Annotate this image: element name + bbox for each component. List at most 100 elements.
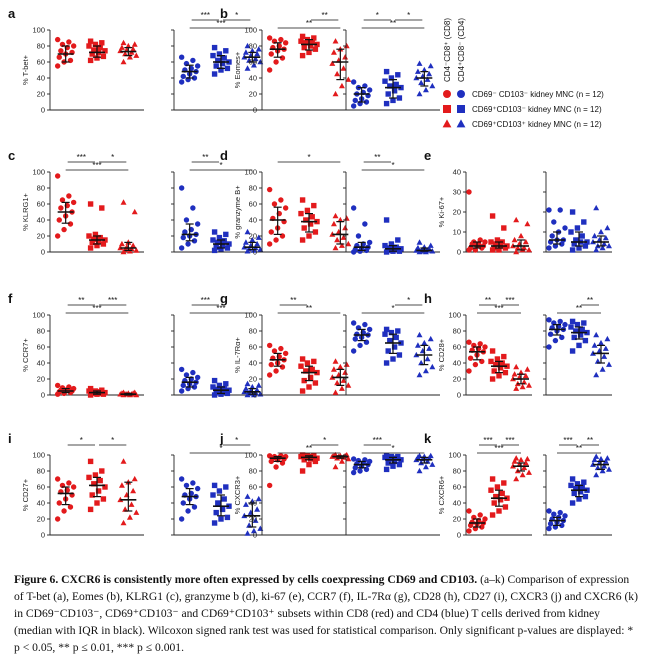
data-point xyxy=(421,339,428,346)
data-point xyxy=(466,189,472,195)
data-point xyxy=(67,504,74,510)
data-point xyxy=(191,238,198,244)
panel-letter-b: b xyxy=(220,6,228,21)
data-point xyxy=(54,476,61,482)
data-point xyxy=(466,368,472,374)
group-cd8-e xyxy=(465,172,532,255)
data-point xyxy=(131,208,138,215)
data-point xyxy=(180,73,186,80)
data-point xyxy=(602,458,609,464)
data-point xyxy=(426,70,433,77)
data-point xyxy=(120,199,127,205)
group-cd8-k: *** ****** xyxy=(465,436,532,536)
data-point xyxy=(190,205,196,211)
y-tick-label: 60 xyxy=(249,343,257,352)
data-point xyxy=(422,367,429,374)
significance-label: *** xyxy=(201,11,210,20)
data-point xyxy=(342,224,349,231)
data-point xyxy=(216,382,223,389)
y-tick-label: 40 xyxy=(453,499,461,508)
y-tick-label: 100 xyxy=(32,26,45,35)
data-point xyxy=(551,511,557,517)
y-tick-label: 40 xyxy=(453,168,461,177)
data-point xyxy=(268,361,274,368)
data-point xyxy=(569,247,576,253)
data-point xyxy=(559,334,565,341)
data-point xyxy=(59,197,66,203)
data-point xyxy=(497,497,504,503)
y-tick-label: 20 xyxy=(249,515,257,524)
data-point xyxy=(87,506,94,513)
data-point xyxy=(102,48,108,54)
data-point xyxy=(211,482,218,489)
data-point xyxy=(54,516,61,522)
data-point xyxy=(573,237,579,243)
data-point xyxy=(350,456,357,462)
data-point xyxy=(278,197,284,203)
data-point xyxy=(546,508,552,514)
data-point xyxy=(100,241,107,247)
data-point xyxy=(303,368,309,374)
caption-body: (a–k) Comparison of expression of T-bet … xyxy=(14,573,638,654)
data-point xyxy=(496,247,502,253)
significance-label: ** xyxy=(306,304,312,313)
data-point xyxy=(89,239,95,246)
data-point xyxy=(191,75,198,81)
data-point xyxy=(421,66,428,73)
data-point xyxy=(215,57,221,64)
data-point xyxy=(311,453,317,459)
data-point xyxy=(218,516,224,522)
data-point xyxy=(213,389,219,396)
data-point xyxy=(185,508,191,514)
significance-label: ** xyxy=(390,19,396,28)
data-point xyxy=(223,484,229,490)
data-point xyxy=(350,348,357,354)
significance-label: * xyxy=(235,11,238,20)
y-tick-label: 20 xyxy=(453,375,461,384)
group-cd8-c: *** **** xyxy=(49,153,144,255)
data-point xyxy=(593,453,600,459)
data-point xyxy=(591,232,598,239)
data-point xyxy=(385,460,391,466)
data-point xyxy=(334,70,341,77)
data-point xyxy=(511,236,518,243)
data-point xyxy=(250,527,257,534)
data-point xyxy=(58,205,64,211)
data-point xyxy=(246,57,253,63)
y-tick-label: 80 xyxy=(37,467,45,476)
data-point xyxy=(591,456,598,463)
data-point xyxy=(491,368,497,374)
data-point xyxy=(391,344,398,350)
data-point xyxy=(602,345,609,351)
data-point xyxy=(126,54,133,60)
data-point xyxy=(249,383,256,390)
data-point xyxy=(299,388,306,394)
data-point xyxy=(391,458,398,465)
data-point xyxy=(568,229,574,235)
y-tick-label: 80 xyxy=(453,467,461,476)
data-point xyxy=(552,337,559,344)
data-point xyxy=(332,212,339,219)
data-point xyxy=(309,366,315,373)
data-point xyxy=(424,76,431,82)
data-point xyxy=(546,344,552,350)
data-point xyxy=(194,485,201,492)
y-axis-label-c: % KLRG1+ xyxy=(21,193,30,231)
data-point xyxy=(424,355,431,362)
data-point xyxy=(593,471,600,478)
data-point xyxy=(120,39,127,46)
data-point xyxy=(219,389,226,395)
data-point xyxy=(391,88,398,94)
data-point xyxy=(312,229,319,235)
significance-label: *** xyxy=(108,296,117,305)
data-point xyxy=(414,342,421,348)
data-point xyxy=(332,90,339,97)
data-point xyxy=(86,474,92,481)
data-point xyxy=(604,455,611,461)
data-point xyxy=(606,466,612,472)
y-tick-label: 20 xyxy=(453,515,461,524)
group-cd4-c: *** xyxy=(171,153,268,254)
